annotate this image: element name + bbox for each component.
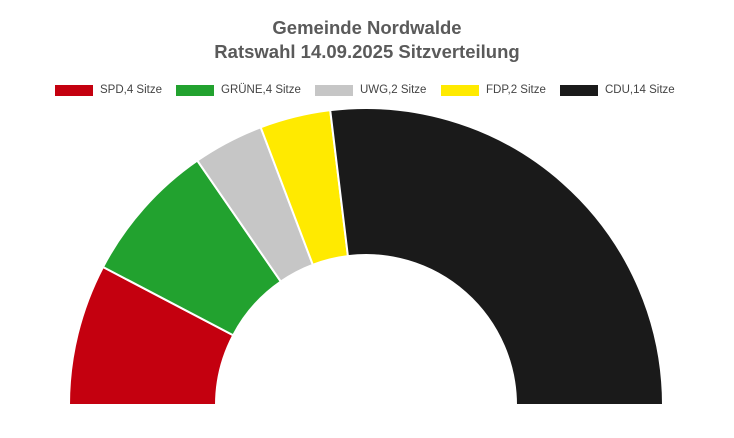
legend-swatch-cdu — [560, 84, 598, 96]
legend-label-fdp: FDP,2 Sitze — [486, 84, 546, 96]
chart-legend: SPD,4 Sitze GRÜNE,4 Sitze UWG,2 Sitze FD… — [0, 82, 734, 98]
legend-item-fdp[interactable]: FDP,2 Sitze — [441, 82, 546, 98]
legend-item-cdu[interactable]: CDU,14 Sitze — [560, 82, 675, 98]
chart-title-block: Gemeinde Nordwalde Ratswahl 14.09.2025 S… — [0, 16, 734, 64]
legend-swatch-spd — [55, 84, 93, 96]
legend-label-cdu: CDU,14 Sitze — [605, 84, 675, 96]
legend-label-spd: SPD,4 Sitze — [100, 84, 162, 96]
chart-subtitle: Ratswahl 14.09.2025 Sitzverteilung — [214, 41, 520, 62]
legend-item-gruene[interactable]: GRÜNE,4 Sitze — [176, 82, 301, 98]
legend-label-uwg: UWG,2 Sitze — [360, 84, 427, 96]
legend-label-gruene: GRÜNE,4 Sitze — [221, 84, 301, 96]
legend-item-uwg[interactable]: UWG,2 Sitze — [315, 82, 426, 98]
legend-swatch-gruene — [176, 84, 214, 96]
chart-title: Gemeinde Nordwalde — [272, 17, 462, 38]
legend-swatch-fdp — [441, 84, 479, 96]
legend-item-spd[interactable]: SPD,4 Sitze — [55, 82, 162, 98]
seat-segment-cdu[interactable] — [329, 107, 664, 406]
legend-swatch-uwg — [315, 84, 353, 96]
